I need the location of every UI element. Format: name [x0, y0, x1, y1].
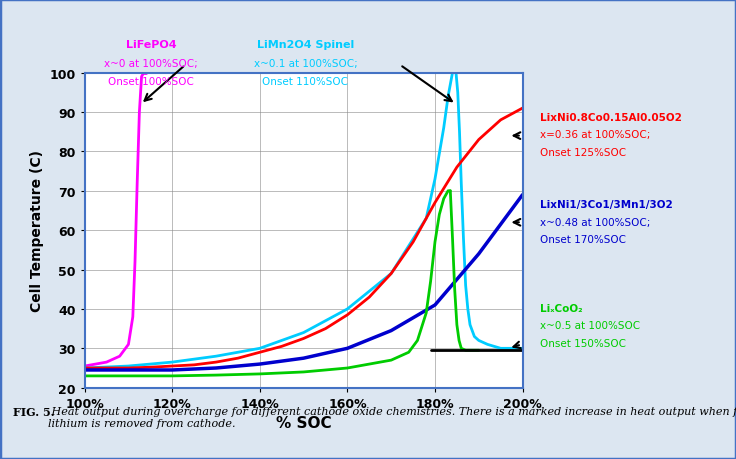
Text: Onset 150%SOC: Onset 150%SOC: [540, 338, 626, 348]
Text: Onset 110%SOC: Onset 110%SOC: [263, 77, 348, 87]
Text: Onset 100%SOC: Onset 100%SOC: [108, 77, 194, 87]
Text: LixNi1/3Co1/3Mn1/3O2: LixNi1/3Co1/3Mn1/3O2: [540, 200, 673, 210]
Text: Onset 170%SOC: Onset 170%SOC: [540, 235, 626, 245]
Text: LixNi0.8Co0.15Al0.05O2: LixNi0.8Co0.15Al0.05O2: [540, 112, 682, 123]
Text: LiFePO4: LiFePO4: [126, 40, 176, 50]
Y-axis label: Cell Temperature (C): Cell Temperature (C): [29, 150, 44, 312]
Text: x~0.5 at 100%SOC: x~0.5 at 100%SOC: [540, 320, 640, 330]
Text: x=0.36 at 100%SOC;: x=0.36 at 100%SOC;: [540, 130, 651, 140]
Text: Heat output during overcharge for different cathode oxide chemistries. There is : Heat output during overcharge for differ…: [48, 406, 736, 428]
Text: x~0.48 at 100%SOC;: x~0.48 at 100%SOC;: [540, 217, 651, 227]
Text: x~0.1 at 100%SOC;: x~0.1 at 100%SOC;: [254, 59, 357, 68]
Text: Onset 125%SOC: Onset 125%SOC: [540, 147, 626, 157]
X-axis label: % SOC: % SOC: [276, 415, 331, 431]
Text: FIG. 5.: FIG. 5.: [13, 406, 55, 417]
Text: LiₓCoO₂: LiₓCoO₂: [540, 303, 583, 313]
Text: LiMn2O4 Spinel: LiMn2O4 Spinel: [257, 40, 354, 50]
Text: x~0 at 100%SOC;: x~0 at 100%SOC;: [104, 59, 198, 68]
